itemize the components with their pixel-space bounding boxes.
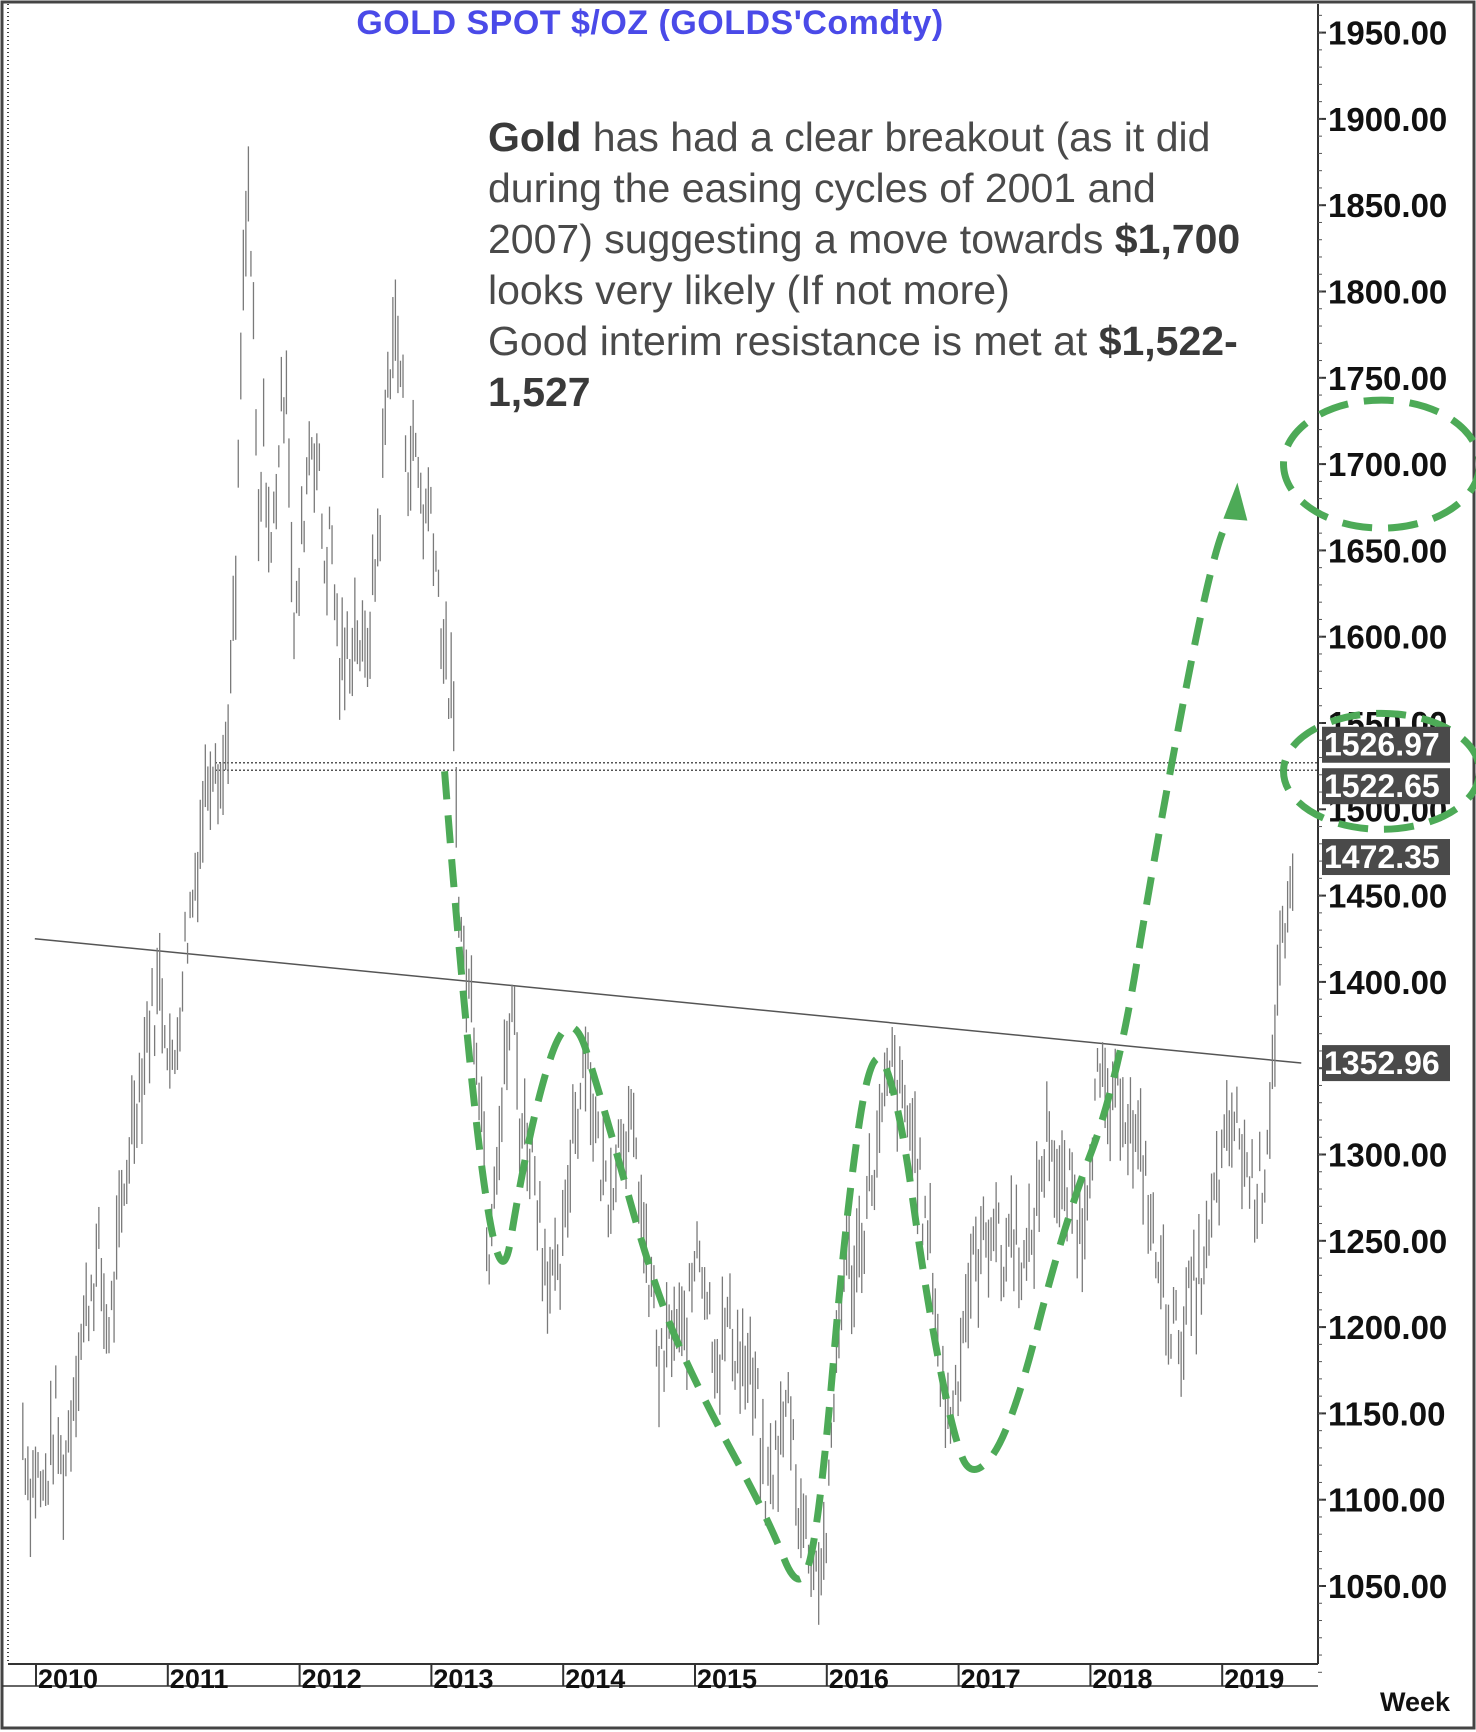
- y-tick-label: 1700.00: [1328, 446, 1447, 483]
- annotation-line3: 2007) suggesting a move towards: [488, 216, 1115, 262]
- frequency-label: Week: [1379, 1687, 1450, 1717]
- value-marker-box: [1322, 839, 1450, 876]
- annotation-text: Gold has had a clear breakout (as it did…: [488, 112, 1278, 418]
- y-tick-label: 1950.00: [1328, 15, 1447, 52]
- y-tick-label: 1150.00: [1328, 1395, 1445, 1432]
- y-tick-label: 1100.00: [1328, 1482, 1445, 1519]
- projection-path: [441, 497, 1239, 1583]
- value-marker-label: 1526.97: [1324, 727, 1440, 763]
- y-tick-label: 1400.00: [1328, 964, 1447, 1001]
- x-tick-label: 2013: [433, 1664, 493, 1694]
- annotation-target-price: $1,700: [1114, 216, 1241, 262]
- chart-title: GOLD SPOT $/OZ (GOLDS'Comdty): [356, 4, 944, 42]
- value-marker-label: 1472.35: [1324, 839, 1440, 875]
- projection-arrowhead: [1223, 482, 1248, 521]
- value-marker-box: [1322, 1045, 1450, 1082]
- x-tick-label: 2017: [961, 1664, 1021, 1694]
- y-tick-label: 1300.00: [1328, 1137, 1447, 1174]
- value-marker-box: [1322, 768, 1450, 805]
- y-tick-label: 1600.00: [1328, 619, 1447, 656]
- annotation-line2: during the easing cycles of 2001 and: [488, 165, 1156, 211]
- y-tick-label: 1450.00: [1328, 878, 1447, 915]
- annotation-line4: looks very likely (If not more): [488, 267, 1010, 313]
- x-tick-label: 2016: [829, 1664, 889, 1694]
- y-tick-label: 1800.00: [1328, 274, 1447, 311]
- y-tick-label: 1750.00: [1328, 360, 1447, 397]
- price-bars: [22, 146, 1294, 1625]
- annotation-resistance-end: 1,527: [488, 369, 591, 415]
- annotation-bold-gold: Gold: [488, 114, 582, 160]
- y-tick-label: 1200.00: [1328, 1309, 1447, 1346]
- y-tick-label: 1050.00: [1328, 1568, 1447, 1605]
- y-tick-label: 1650.00: [1328, 532, 1447, 569]
- x-tick-label: 2014: [565, 1664, 625, 1694]
- y-tick-label: 1900.00: [1328, 101, 1447, 138]
- x-tick-label: 2010: [38, 1664, 98, 1694]
- target-ellipse: [1280, 709, 1476, 833]
- annotation-resistance-start: $1,522-: [1098, 318, 1238, 364]
- annotation-line5: Good interim resistance is met at: [488, 318, 1099, 364]
- x-tick-label: 2018: [1092, 1664, 1152, 1694]
- x-tick-label: 2012: [302, 1664, 362, 1694]
- x-tick-label: 2019: [1224, 1664, 1284, 1694]
- x-tick-label: 2015: [697, 1664, 757, 1694]
- annotation-line1: has had a clear breakout (as it did: [581, 114, 1211, 160]
- x-tick-label: 2011: [170, 1664, 229, 1694]
- value-marker-label: 1352.96: [1324, 1045, 1440, 1081]
- trend-line: [34, 938, 1302, 1064]
- y-tick-label: 1250.00: [1328, 1223, 1447, 1260]
- y-tick-label: 1850.00: [1328, 187, 1447, 224]
- value-marker-label: 1522.65: [1324, 768, 1440, 804]
- value-marker-box: [1322, 726, 1450, 763]
- target-ellipse: [1280, 396, 1476, 532]
